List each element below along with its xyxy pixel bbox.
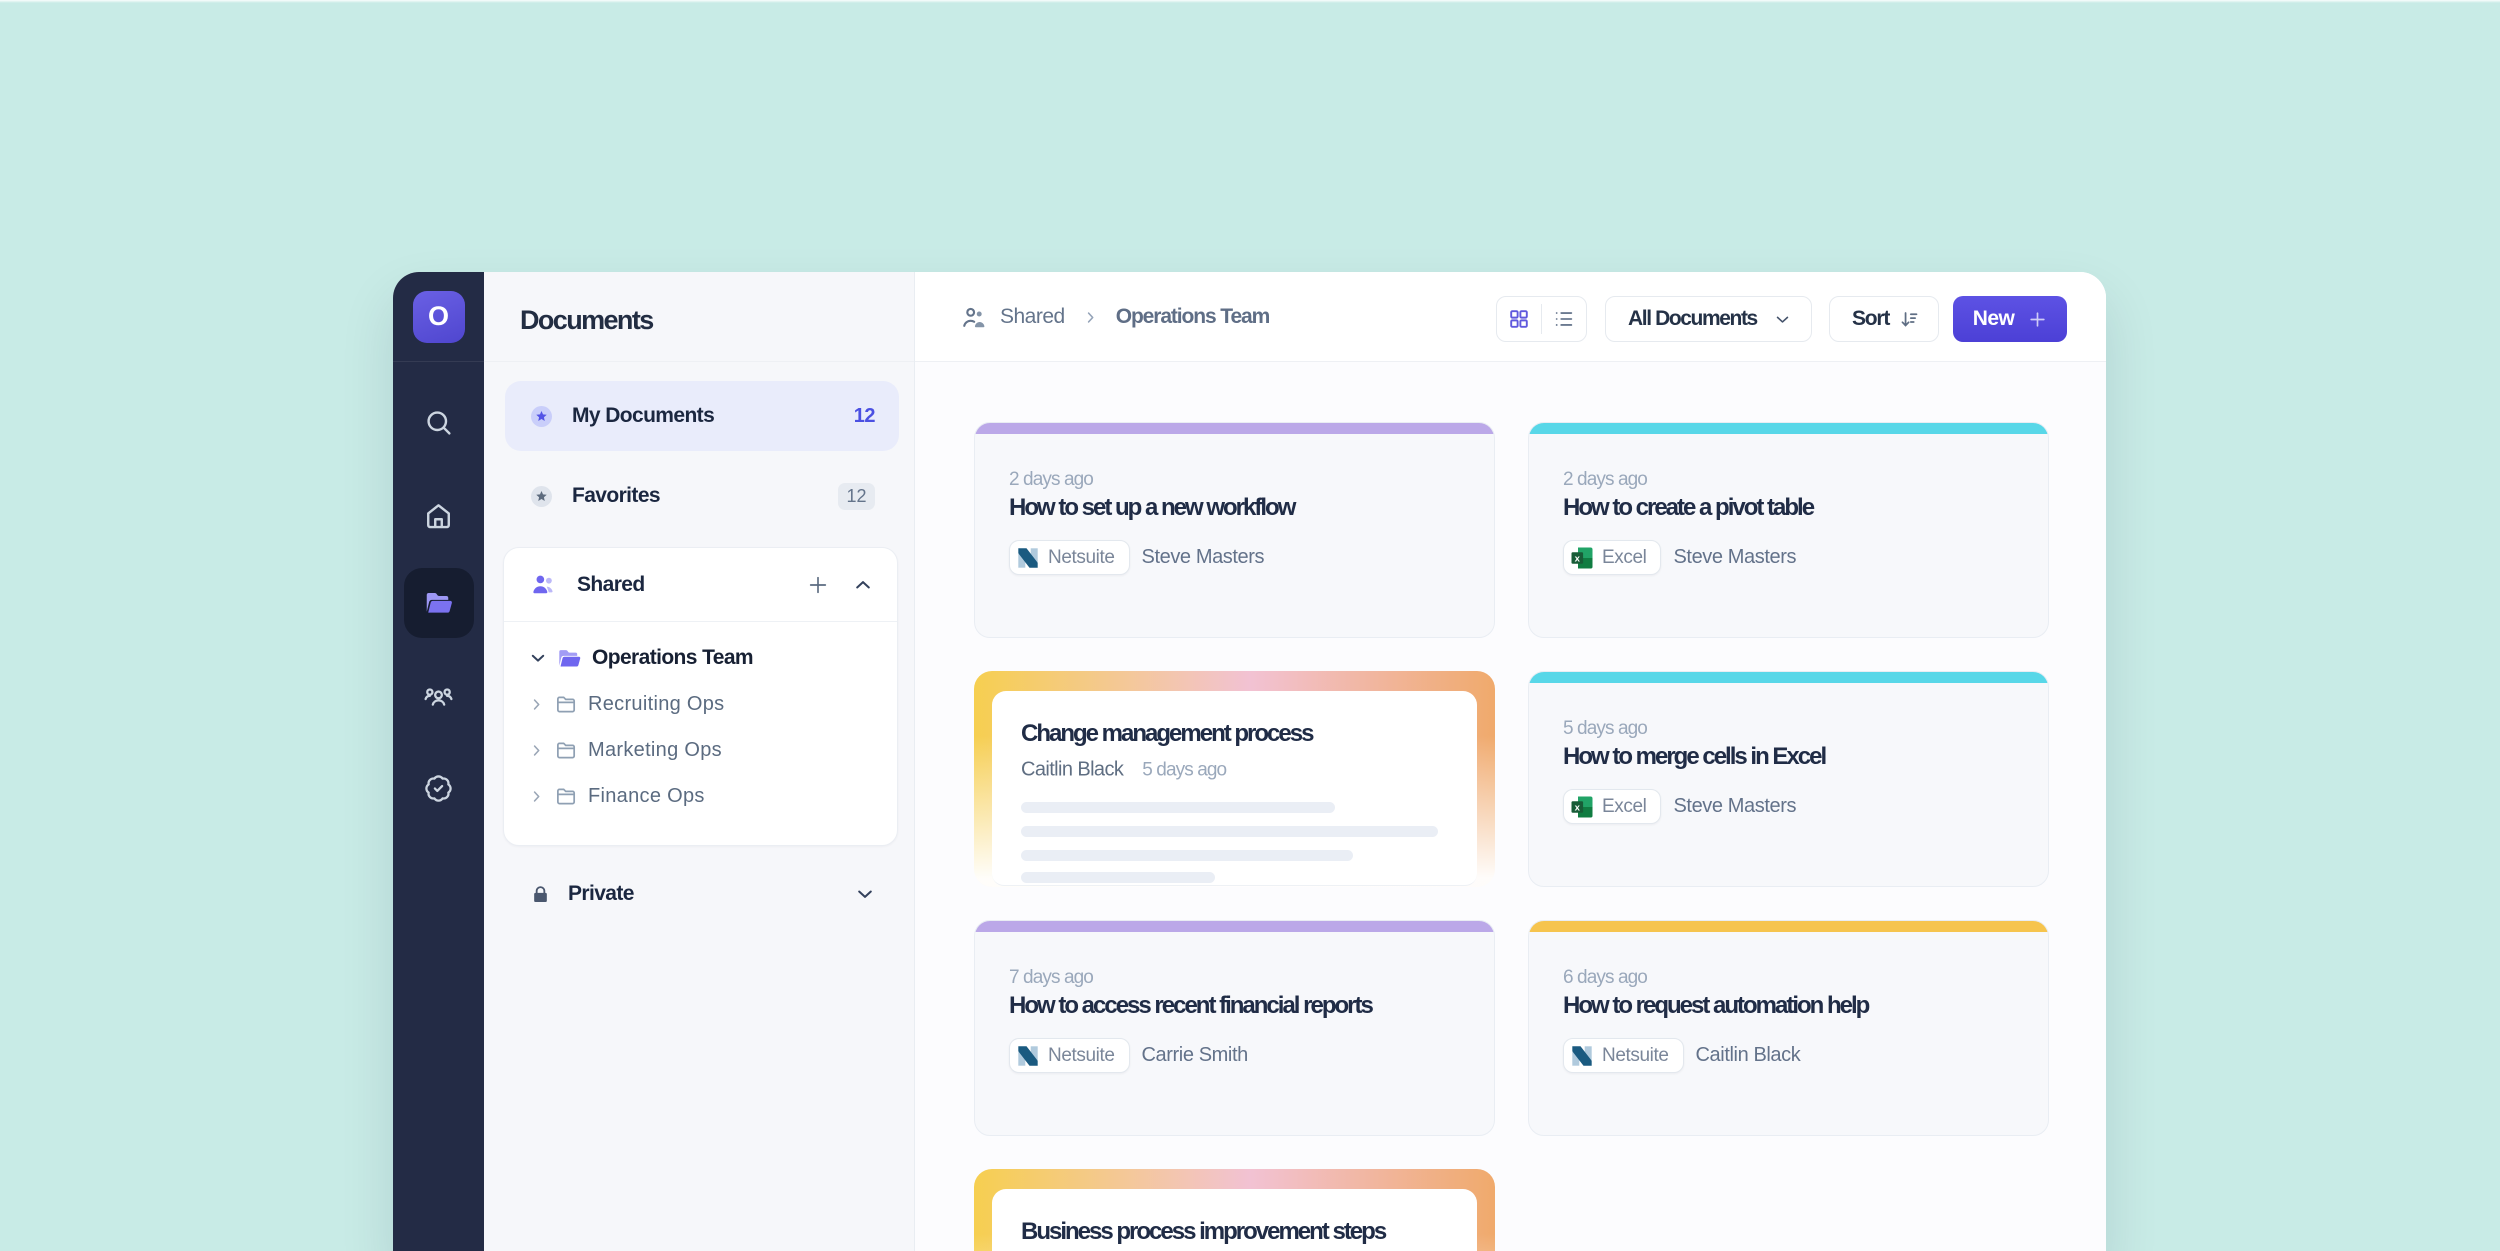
svg-text:x: x — [1575, 802, 1581, 813]
svg-text:x: x — [1575, 553, 1581, 564]
